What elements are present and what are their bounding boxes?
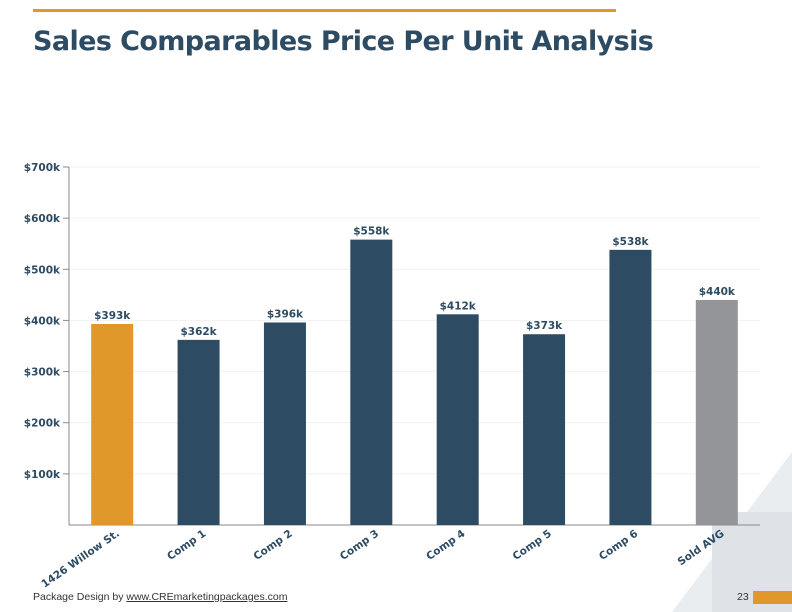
page-title: Sales Comparables Price Per Unit Analysi… bbox=[33, 26, 654, 57]
x-category-label: Comp 4 bbox=[424, 528, 467, 563]
top-accent-rule bbox=[33, 9, 616, 12]
x-category-label: Sold AVG bbox=[676, 528, 727, 569]
page-number: 23 bbox=[737, 591, 749, 603]
y-tick-label: $100k bbox=[24, 469, 61, 481]
footer-link[interactable]: www.CREmarketingpackages.com bbox=[126, 591, 288, 603]
bar bbox=[523, 334, 566, 525]
bar-value-label: $538k bbox=[612, 236, 649, 248]
bar-value-label: $362k bbox=[180, 326, 217, 338]
bar bbox=[436, 314, 479, 525]
y-tick-label: $200k bbox=[24, 418, 61, 430]
bar bbox=[177, 339, 220, 525]
x-category-label: Comp 6 bbox=[597, 528, 640, 563]
corner-block bbox=[712, 512, 792, 612]
y-tick-label: $700k bbox=[24, 162, 61, 174]
corner-decoration bbox=[672, 452, 792, 612]
x-category-label: Comp 2 bbox=[251, 528, 294, 563]
x-category-label: Comp 5 bbox=[511, 528, 554, 563]
footer-credit: Package Design by www.CREmarketingpackag… bbox=[33, 591, 287, 603]
bar-value-label: $396k bbox=[267, 308, 304, 320]
bar bbox=[263, 322, 306, 525]
bar-value-label: $373k bbox=[526, 320, 563, 332]
x-category-label: Comp 3 bbox=[338, 528, 381, 563]
bar bbox=[695, 299, 738, 525]
bar-value-label: $412k bbox=[440, 300, 477, 312]
bar-value-label: $440k bbox=[699, 286, 736, 298]
y-tick-label: $600k bbox=[24, 213, 61, 225]
x-category-label: 1426 Willow St. bbox=[39, 528, 122, 590]
page-number-tab bbox=[753, 591, 792, 604]
chart-grid bbox=[69, 166, 760, 475]
y-tick-label: $400k bbox=[24, 315, 61, 327]
chart-axes bbox=[63, 166, 760, 526]
x-category-label: Comp 1 bbox=[165, 528, 208, 563]
bar-value-label: $558k bbox=[353, 226, 390, 238]
y-tick-label: $300k bbox=[24, 367, 61, 379]
price-per-unit-chart: $100k $200k $300k $400k $500k $600k $700k $393k… bbox=[24, 162, 760, 590]
chart-bars bbox=[91, 239, 738, 525]
y-tick-label: $500k bbox=[24, 264, 61, 276]
bar-value-label: $393k bbox=[94, 310, 131, 322]
bar bbox=[91, 324, 134, 525]
bar bbox=[350, 239, 393, 525]
bar bbox=[609, 249, 652, 525]
footer-prefix: Package Design by bbox=[33, 591, 127, 603]
